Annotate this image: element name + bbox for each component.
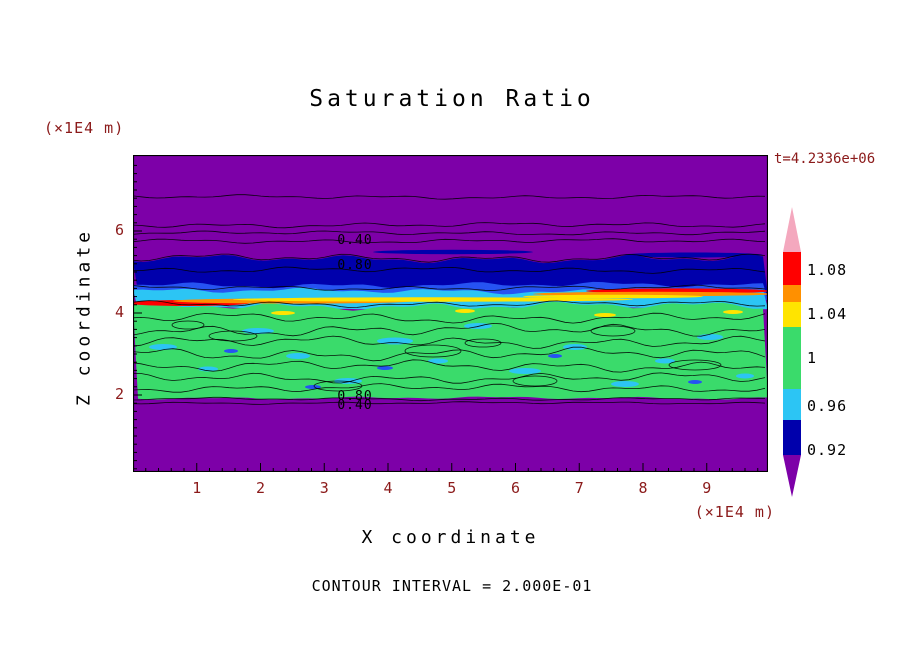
x-tick-label: 2 [255,479,266,497]
y-tick-label: 4 [114,303,124,321]
contour-line [133,222,766,229]
colorbar [783,207,801,497]
x-tick-label: 3 [319,479,329,497]
y-tick-label: 2 [114,385,124,403]
contour-line [133,346,766,362]
contour-plot: 0.400.800.800.40 [133,155,768,472]
colorbar-segment-yellow [783,302,801,327]
contour-line [133,383,766,393]
speckle [271,311,295,315]
contour-loop [208,330,258,342]
colorbar-over-arrow [783,207,801,252]
y-tick-label: 6 [114,221,124,239]
contour-line [133,322,766,337]
colorbar-level-label: 0.92 [807,441,848,459]
speckle [736,373,754,379]
contour-line [133,238,766,244]
contour-line [133,401,766,405]
contour-loop [512,375,558,387]
speckle [611,381,639,387]
contour-interval-label: CONTOUR INTERVAL = 2.000E-01 [311,577,593,595]
contour-loop [590,325,636,337]
streak [523,294,703,299]
speckle [594,313,616,317]
y-axis-title: Z coordinate [73,227,95,407]
contour-line [133,266,766,274]
contour-line [133,194,766,200]
streak [373,249,533,255]
contour-loop [464,338,502,348]
contour-label: 0.40 [337,398,372,413]
speckle [455,309,475,313]
contour-label: 0.40 [337,233,372,248]
speckle [149,344,177,350]
speckle [688,380,702,384]
time-label: t=4.2336e+06 [774,151,876,167]
speckle [723,310,743,314]
contour-line [133,300,766,308]
contour-loop [404,344,462,358]
speckle [377,366,393,370]
contour-line [133,253,766,263]
colorbar-segment-green [783,327,801,389]
x-tick-label: 1 [192,479,202,497]
speckle [428,358,448,364]
contour-loop [171,320,205,330]
y-axis-unit-label: (×1E4 m) [44,119,125,137]
speckle [697,334,723,340]
contour-label: 0.80 [337,389,372,404]
x-axis-unit-label: (×1E4 m) [694,503,775,521]
colorbar-segment-navy [783,420,801,455]
x-tick-label: 8 [638,479,648,497]
x-tick-label: 7 [574,479,584,497]
contour-line [133,312,766,324]
speckle [305,385,321,389]
colorbar-level-label: 1.08 [807,261,848,279]
contour-loop [668,359,722,371]
contour-line [133,372,766,384]
contour-label: 0.80 [337,258,372,273]
contour-line [133,230,766,236]
colorbar-segment-red [783,252,801,285]
speckle [548,354,562,358]
colorbar-level-label: 1 [807,349,818,367]
x-tick-label: 9 [702,479,712,497]
colorbar-segment-orange [783,285,801,302]
colorbar-segment-cyan [783,389,801,420]
speckle [198,366,218,372]
plot-frame [133,155,768,472]
x-tick-label: 6 [510,479,521,497]
speckle [286,353,310,359]
streak [233,297,633,302]
colorbar-level-label: 0.96 [807,397,848,415]
chart-title: Saturation Ratio [309,86,595,112]
contour-line [133,359,766,373]
x-tick-label: 5 [447,479,457,497]
speckle [509,368,541,374]
x-tick-label: 4 [383,479,393,497]
speckle [224,349,238,353]
contour-line [133,284,766,291]
contour-line [133,396,765,402]
speckle [655,358,675,364]
colorbar-under-arrow [783,455,801,497]
streak [623,252,763,258]
contour-loop [313,380,363,392]
contour-line [133,335,766,349]
colorbar-level-label: 1.04 [807,305,848,323]
x-axis-title: X coordinate [361,527,540,548]
